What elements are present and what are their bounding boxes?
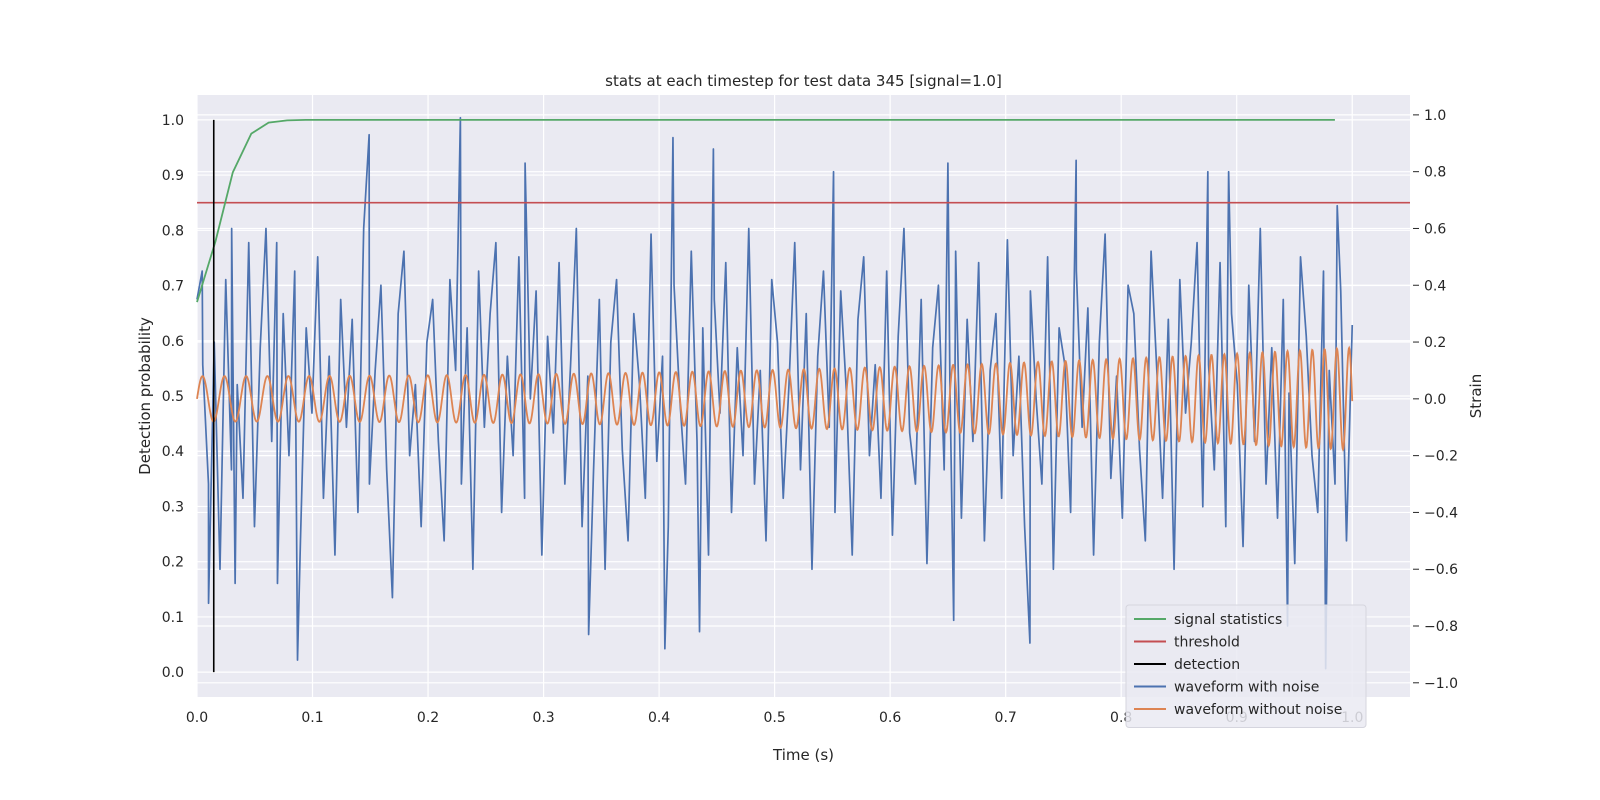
series-waveform-without-noise [196, 345, 1354, 452]
x-tick-label: 0.0 [186, 710, 208, 726]
series-layer [196, 116, 1410, 673]
y-tick-label: 0.2 [162, 555, 184, 571]
y-tick-label: 0.1 [162, 610, 184, 626]
y2-tick-label: 0.6 [1424, 221, 1446, 237]
y-tick-label: 0.9 [162, 168, 184, 184]
legend-box [1125, 604, 1367, 728]
y2-axis-label: Strain [1467, 374, 1485, 418]
y-tick-label: 1.0 [162, 113, 184, 129]
y-axis-label: Detection probability [136, 317, 154, 475]
series-signal-statistics [196, 118, 1335, 303]
y2-tick-label: 0.4 [1424, 278, 1446, 294]
x-axis-label: Time (s) [772, 746, 834, 764]
y-tick-label: 0.8 [162, 223, 184, 239]
y-tick-label: 0.5 [162, 389, 184, 405]
legend: signal statistics threshold detection wavef… [1125, 604, 1367, 728]
y2-tick-label: −0.4 [1424, 505, 1458, 521]
y-tick-label: 0.0 [162, 665, 184, 681]
y2-tick-label: 0.0 [1424, 392, 1446, 408]
y2-tick-label: −1.0 [1424, 676, 1458, 692]
y-tick-label: 0.6 [162, 334, 184, 350]
x-tick-label: 0.3 [532, 710, 554, 726]
y2-tick-label: −0.2 [1424, 449, 1458, 465]
series-waveform-with-noise [196, 116, 1354, 670]
x-tick-label: 0.6 [879, 710, 901, 726]
legend-entry: threshold [1174, 635, 1240, 651]
y2-tick-label: 1.0 [1424, 108, 1446, 124]
x-tick-label: 0.7 [995, 710, 1017, 726]
y2-tick-label: 0.8 [1424, 165, 1446, 181]
y-tick-label: 0.7 [162, 279, 184, 295]
x-tick-label: 0.1 [301, 710, 323, 726]
x-tick-label: 0.5 [763, 710, 785, 726]
x-tick-label: 0.4 [648, 710, 670, 726]
y2-tick-label: 0.2 [1424, 335, 1446, 351]
y-tick-label: 0.4 [162, 444, 184, 460]
legend-entry: detection [1174, 657, 1240, 673]
legend-entry: signal statistics [1174, 612, 1282, 628]
x-tick-label: 0.2 [417, 710, 439, 726]
y-tick-label: 0.3 [162, 499, 184, 515]
y2-tick-label: −0.6 [1424, 562, 1458, 578]
chart-title: stats at each timestep for test data 345… [605, 72, 1002, 90]
legend-entry: waveform without noise [1174, 702, 1342, 718]
legend-entry: waveform with noise [1174, 680, 1319, 696]
y2-tick-label: −0.8 [1424, 619, 1458, 635]
